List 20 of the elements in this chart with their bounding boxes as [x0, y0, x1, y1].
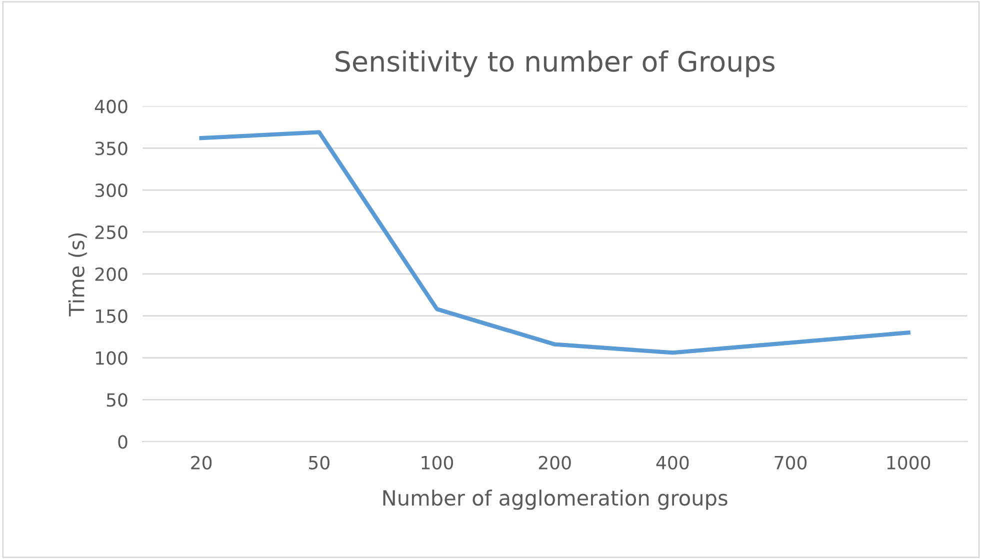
x-tick-label: 700: [774, 456, 807, 470]
y-tick-label: 250: [95, 225, 128, 240]
line-series: [199, 130, 910, 355]
x-tick-label: 200: [538, 456, 571, 470]
y-tick-label: 50: [106, 393, 128, 407]
y-tick-label: 100: [96, 351, 128, 365]
y-axis-title: Time (s): [68, 233, 87, 316]
x-tick-label: 1000: [887, 456, 930, 470]
y-tick-label: 300: [95, 184, 128, 198]
y-tick-label: 400: [94, 100, 128, 114]
x-tick-label: 400: [656, 456, 689, 470]
x-tick-label: 100: [422, 456, 454, 470]
x-axis-title: Number of agglomeration groups: [383, 490, 728, 510]
x-tick-label: 20: [191, 456, 212, 470]
x-tick-label: 50: [309, 456, 330, 470]
y-tick-label: 150: [96, 309, 128, 323]
y-tick-label: 200: [95, 267, 128, 282]
y-tick-label: 350: [95, 142, 128, 156]
chart-title: Sensitivity to number of Groups: [336, 50, 774, 78]
y-tick-label: 0: [118, 435, 128, 449]
